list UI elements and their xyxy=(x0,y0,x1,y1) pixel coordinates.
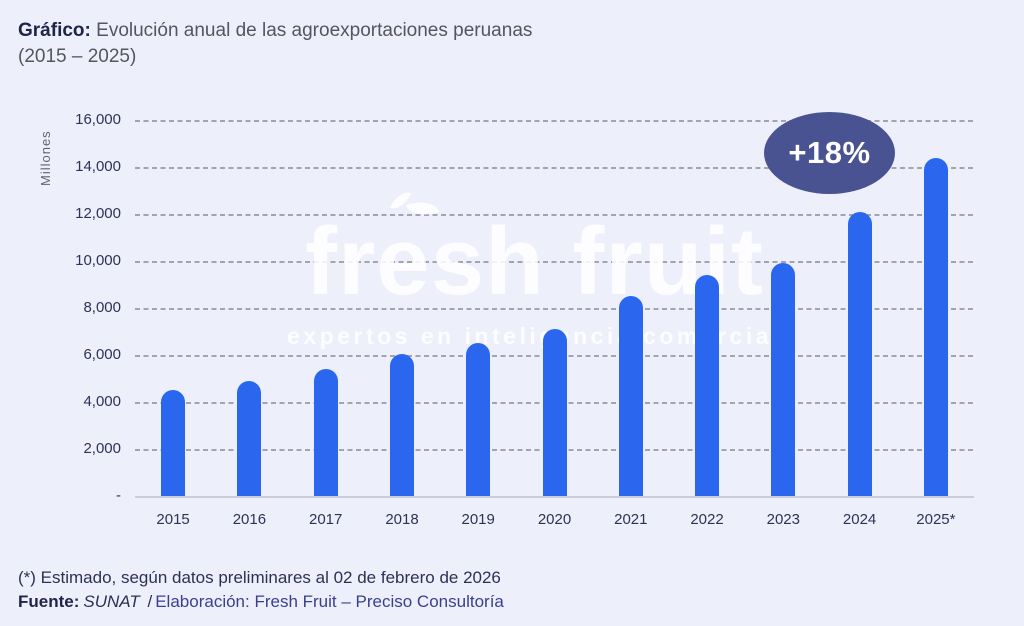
watermark-brand-label: fresh fruit xyxy=(304,208,765,315)
source-line: Fuente: SUNAT / Elaboración: Fresh Fruit –… xyxy=(18,590,504,614)
source-name: SUNAT xyxy=(83,592,140,611)
bar-2025 xyxy=(923,157,948,496)
elaboration-text: Elaboración: Fresh Fruit – Preciso Consu… xyxy=(155,592,504,611)
x-tick-label: 2017 xyxy=(309,511,343,528)
x-tick-label: 2020 xyxy=(537,511,572,528)
footer: (*) Estimado, según datos preliminares a… xyxy=(18,566,504,614)
bar-2017 xyxy=(313,369,338,496)
bar-2019 xyxy=(466,343,491,496)
x-tick-label: 2015 xyxy=(156,511,190,528)
watermark: fresh fruit expertos en inteligencia com… xyxy=(287,187,782,350)
y-tick-label: - xyxy=(116,487,121,504)
x-tick-label: 2019 xyxy=(461,511,495,528)
x-tick-label: 2025* xyxy=(916,511,956,528)
source-label: Fuente: xyxy=(18,592,80,611)
bar-2016 xyxy=(237,380,262,496)
bar-2020 xyxy=(542,329,567,496)
leaf-right-icon xyxy=(405,195,439,222)
bar-2018 xyxy=(390,353,414,496)
x-tick-label: 2021 xyxy=(614,511,648,528)
watermark-brand-text: fresh fruit xyxy=(287,187,782,310)
gridline xyxy=(135,261,974,263)
footnote: (*) Estimado, según datos preliminares a… xyxy=(18,568,501,587)
title-prefix: Gráfico: xyxy=(18,20,91,41)
bar-2022 xyxy=(695,275,719,496)
source-separator: / xyxy=(147,592,153,611)
x-tick-label: 2023 xyxy=(766,511,800,528)
bar-2023 xyxy=(771,263,796,496)
plot-area: fresh fruit expertos en inteligencia com… xyxy=(135,120,974,498)
bar-2021 xyxy=(618,296,643,496)
x-tick-label: 2016 xyxy=(232,511,267,528)
y-tick-label: 4,000 xyxy=(83,393,121,410)
y-tick-label: 8,000 xyxy=(83,299,121,316)
y-tick-label: 6,000 xyxy=(83,346,121,363)
x-tick-label: 2024 xyxy=(842,511,877,528)
title-text: Evolución anual de las agroexportaciones… xyxy=(96,20,533,41)
gridline xyxy=(135,120,974,122)
growth-badge-label: +18% xyxy=(788,135,871,170)
y-tick-label: 16,000 xyxy=(75,111,121,128)
x-tick-label: 2022 xyxy=(690,511,724,528)
gridline xyxy=(135,308,974,310)
gridline xyxy=(135,214,974,216)
x-tick-label: 2018 xyxy=(385,511,419,528)
y-tick-label: 2,000 xyxy=(83,440,121,457)
y-tick-label: 12,000 xyxy=(75,205,121,222)
growth-badge: +18% xyxy=(764,112,895,194)
y-tick-label: 14,000 xyxy=(75,158,121,175)
y-tick-label: 10,000 xyxy=(75,252,121,269)
page-title: Gráfico: Evolución anual de las agroexpo… xyxy=(18,18,532,43)
leaf-icon xyxy=(383,187,443,224)
bar-2015 xyxy=(161,390,186,496)
title-year-range: (2015 – 2025) xyxy=(18,46,137,67)
gridline xyxy=(135,167,974,169)
bar-2024 xyxy=(847,211,872,496)
